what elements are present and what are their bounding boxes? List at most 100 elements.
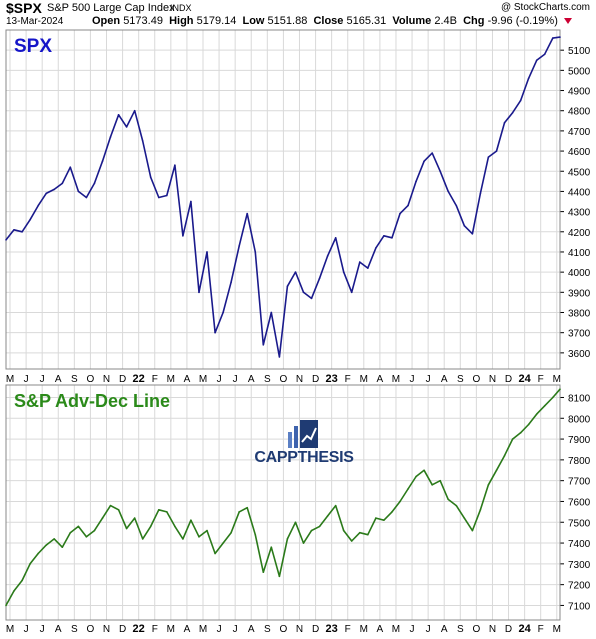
data-point [463,517,466,519]
data-point [141,140,144,142]
volume-label: Volume [392,15,432,27]
x-tick-label: O [87,374,95,385]
x-tick-label: F [538,374,544,385]
data-point [463,224,466,227]
data-point [543,404,546,407]
y-tick-label: 4100 [568,248,591,259]
data-point [53,188,56,191]
x-tick-label: F [538,624,544,635]
spx-price-line [5,36,561,358]
x-tick-label: F [152,374,158,385]
data-point [13,590,15,592]
y-tick-label: 5100 [568,46,591,57]
y-tick-label: 7600 [568,497,591,508]
x-tick-label: M [167,624,175,635]
x-tick-label: N [489,624,496,635]
x-tick-label: A [55,374,62,385]
data-point [503,454,506,457]
y-tick-label: 3900 [568,288,591,299]
data-point [141,538,144,540]
data-point [157,196,160,199]
x-tick-label: M [167,374,175,385]
data-point [527,77,530,80]
data-point [375,247,377,249]
y-tick-label: 8100 [568,393,591,404]
x-tick-label: M [553,374,561,385]
x-tick-label: N [296,374,303,385]
x-tick-label: A [377,374,384,385]
y-tick-label: 7900 [568,435,591,446]
data-point [535,59,538,62]
x-tick-label: F [152,624,158,635]
chg-label: Chg [463,15,485,27]
data-point [342,271,345,273]
data-point [399,212,401,215]
x-tick-label: N [103,374,110,385]
x-tick-label: M [553,624,561,635]
data-point [29,563,31,565]
data-point [246,506,249,509]
data-point [559,36,561,38]
data-point [551,37,554,39]
attribution-link[interactable]: @ StockCharts.com [500,2,590,13]
volume-value: 2.4B [434,15,457,27]
data-point [109,504,112,507]
data-point [149,176,152,179]
x-tick-label: M [392,374,400,385]
data-point [415,475,417,478]
data-point [383,235,385,237]
data-point [399,500,401,503]
data-point [318,525,321,528]
y-tick-label: 7800 [568,456,591,467]
x-tick-label: J [426,624,431,635]
data-point [326,515,329,517]
data-point [37,552,39,555]
open-value: 5173.49 [123,15,163,27]
high-value: 5179.14 [196,15,237,27]
data-point [166,194,168,197]
data-point [222,542,224,544]
data-point [310,529,313,532]
x-tick-label: M [199,624,207,635]
y-tick-label: 7200 [568,581,591,592]
data-point [133,109,136,112]
data-point [198,536,200,538]
data-point [471,529,474,532]
y-tick-label: 4600 [568,147,591,158]
data-point [93,529,96,532]
data-point [5,604,7,607]
x-tick-label: 22 [133,373,145,385]
x-tick-label: S [71,374,78,385]
x-tick-label: M [199,374,207,385]
open-label: Open [92,15,121,27]
data-point [487,484,490,486]
data-point [334,504,337,507]
data-point [495,150,498,152]
x-tick-label: S [264,374,271,385]
close-label: Close [313,15,344,27]
panel-title: S&P Adv-Dec Line [14,391,170,411]
ticker-description: S&P 500 Large Cap Index [47,2,175,14]
data-point [471,233,474,235]
x-tick-label: M [6,374,14,385]
x-tick-label: A [55,624,62,635]
x-tick-label: S [264,624,271,635]
data-point [133,517,136,519]
data-point [270,311,273,314]
y-tick-label: 7500 [568,518,591,529]
data-point [302,291,305,294]
data-point [21,230,23,233]
data-point [326,255,329,257]
data-point [342,529,345,532]
y-tick-label: 7400 [568,539,591,550]
low-label: Low [242,15,265,27]
data-point [13,228,15,231]
data-point [125,126,128,128]
data-point [455,504,458,507]
data-point [503,122,506,124]
data-point [69,166,72,169]
data-point [149,525,152,528]
data-point [527,423,530,426]
data-point [246,212,249,215]
data-point [511,438,514,440]
